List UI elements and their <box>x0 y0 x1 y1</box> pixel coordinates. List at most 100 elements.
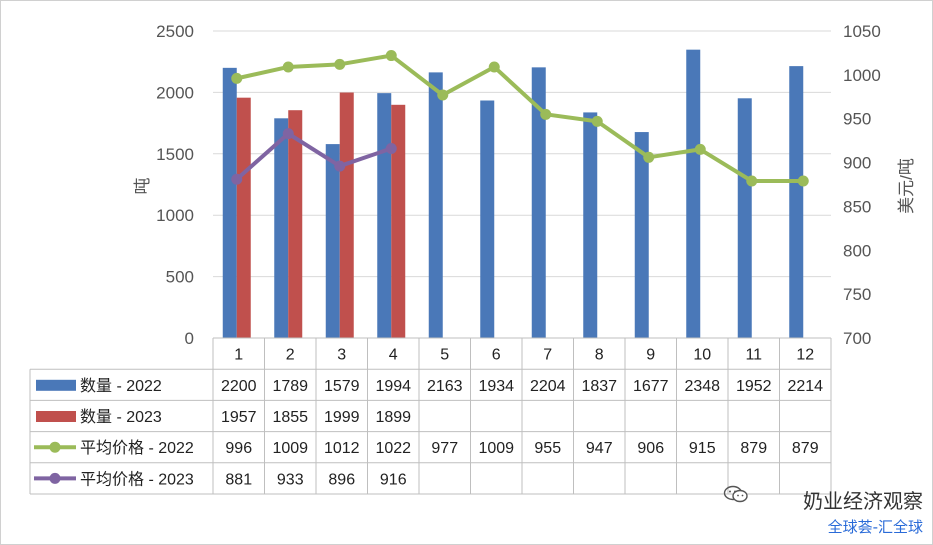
line-point-1-9 <box>643 151 655 163</box>
data-label: 906 <box>637 440 664 457</box>
line-point-1-5 <box>437 89 449 101</box>
line-point-1-12 <box>797 175 809 187</box>
bar-1-10 <box>686 49 701 339</box>
line-point-2-3 <box>334 160 346 172</box>
legend-key-2 <box>36 411 76 422</box>
line-point-1-11 <box>746 175 758 187</box>
data-label: 1677 <box>633 378 669 395</box>
data-label: 2163 <box>427 378 463 395</box>
bar-1-5 <box>428 72 443 338</box>
line-point-1-10 <box>694 143 706 155</box>
y-right-tick-label: 700 <box>843 329 871 348</box>
bar-1-4 <box>377 93 392 338</box>
y-left-tick-label: 2000 <box>156 83 194 102</box>
bar-2-1 <box>236 97 251 339</box>
data-label: 916 <box>380 471 407 488</box>
legend-key-1 <box>36 379 76 391</box>
legend-label-1: 数量 - 2022 <box>80 377 162 395</box>
y-right-tick-label: 1000 <box>843 66 881 85</box>
category-label: 9 <box>646 347 655 364</box>
line-point-1-8 <box>591 115 603 127</box>
line-point-1-6 <box>488 61 500 73</box>
category-label: 11 <box>745 347 762 364</box>
y-right-tick-label: 1050 <box>843 22 881 41</box>
category-label: 12 <box>796 347 814 364</box>
line-point-1-1 <box>231 72 243 84</box>
data-label: 1899 <box>375 409 411 426</box>
data-label: 915 <box>689 440 716 457</box>
wechat-icon <box>723 485 748 503</box>
line-point-1-3 <box>334 58 346 70</box>
bar-1-3 <box>325 144 340 338</box>
data-label: 2204 <box>530 378 566 395</box>
line-point-1-4 <box>385 50 397 62</box>
legend-key-marker-3 <box>49 441 61 453</box>
bar-1-12 <box>789 66 804 339</box>
legend-label-3: 平均价格 - 2022 <box>80 439 194 457</box>
category-label: 5 <box>440 347 449 364</box>
y-left-tick-label: 500 <box>166 268 194 287</box>
category-label: 2 <box>286 347 295 364</box>
data-label: 1957 <box>221 409 257 426</box>
bar-1-9 <box>634 132 649 338</box>
data-label: 1009 <box>478 440 514 457</box>
line-point-1-7 <box>540 108 552 120</box>
data-label: 1999 <box>324 409 360 426</box>
category-label: 6 <box>492 347 501 364</box>
line-series-2 <box>235 131 392 181</box>
data-label: 1855 <box>272 409 308 426</box>
watermark-subtitle: 全球荟-汇全球 <box>827 518 923 536</box>
category-label: 10 <box>693 347 711 364</box>
data-label: 1009 <box>272 440 308 457</box>
y-right-tick-label: 950 <box>843 110 871 129</box>
data-label: 955 <box>534 440 561 457</box>
data-label: 1952 <box>736 378 772 395</box>
bar-2-3 <box>339 92 354 338</box>
y-left-tick-label: 1500 <box>156 145 194 164</box>
category-label: 1 <box>234 347 243 364</box>
data-label: 2200 <box>221 378 257 395</box>
data-label: 1994 <box>375 378 411 395</box>
data-label: 896 <box>328 471 355 488</box>
bar-1-7 <box>531 67 546 338</box>
bar-2-2 <box>288 110 303 339</box>
data-label: 1934 <box>478 378 514 395</box>
data-label: 1789 <box>272 378 308 395</box>
data-label: 977 <box>431 440 458 457</box>
bar-1-11 <box>737 98 752 338</box>
data-label: 1579 <box>324 378 360 395</box>
watermark: 奶业经济观察 全球荟-汇全球 <box>723 485 923 537</box>
legend-label-4: 平均价格 - 2023 <box>80 470 194 488</box>
line-series-1 <box>236 53 804 183</box>
bar-1-8 <box>583 112 598 338</box>
line-point-2-1 <box>231 173 243 185</box>
y-right-tick-label: 750 <box>843 285 871 304</box>
data-label: 879 <box>740 440 767 457</box>
bar-1-2 <box>274 118 289 339</box>
line-point-2-2 <box>282 128 294 140</box>
y-right-tick-label: 900 <box>843 154 871 173</box>
data-label: 2348 <box>684 378 720 395</box>
data-label: 996 <box>225 440 252 457</box>
legend-key-marker-4 <box>49 472 61 484</box>
y-left-tick-label: 0 <box>185 329 194 348</box>
category-label: 8 <box>595 347 604 364</box>
y-left-tick-label: 1000 <box>156 206 194 225</box>
data-label: 879 <box>792 440 819 457</box>
data-label: 881 <box>225 471 252 488</box>
bar-1-1 <box>222 67 237 338</box>
line-point-1-2 <box>282 61 294 73</box>
data-label: 1837 <box>581 378 617 395</box>
data-label: 1012 <box>324 440 360 457</box>
y-left-axis-title: 吨 <box>133 178 152 195</box>
data-label: 947 <box>586 440 613 457</box>
category-label: 3 <box>337 347 346 364</box>
bar-1-6 <box>480 100 495 339</box>
data-label: 2214 <box>787 378 823 395</box>
y-right-axis-title: 美元/吨 <box>897 158 916 214</box>
line-point-2-4 <box>385 143 397 155</box>
y-right-tick-label: 850 <box>843 197 871 216</box>
data-label: 933 <box>277 471 304 488</box>
y-right-tick-label: 800 <box>843 241 871 260</box>
